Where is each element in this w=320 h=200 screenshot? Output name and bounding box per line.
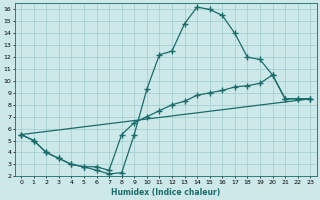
X-axis label: Humidex (Indice chaleur): Humidex (Indice chaleur) <box>111 188 220 197</box>
